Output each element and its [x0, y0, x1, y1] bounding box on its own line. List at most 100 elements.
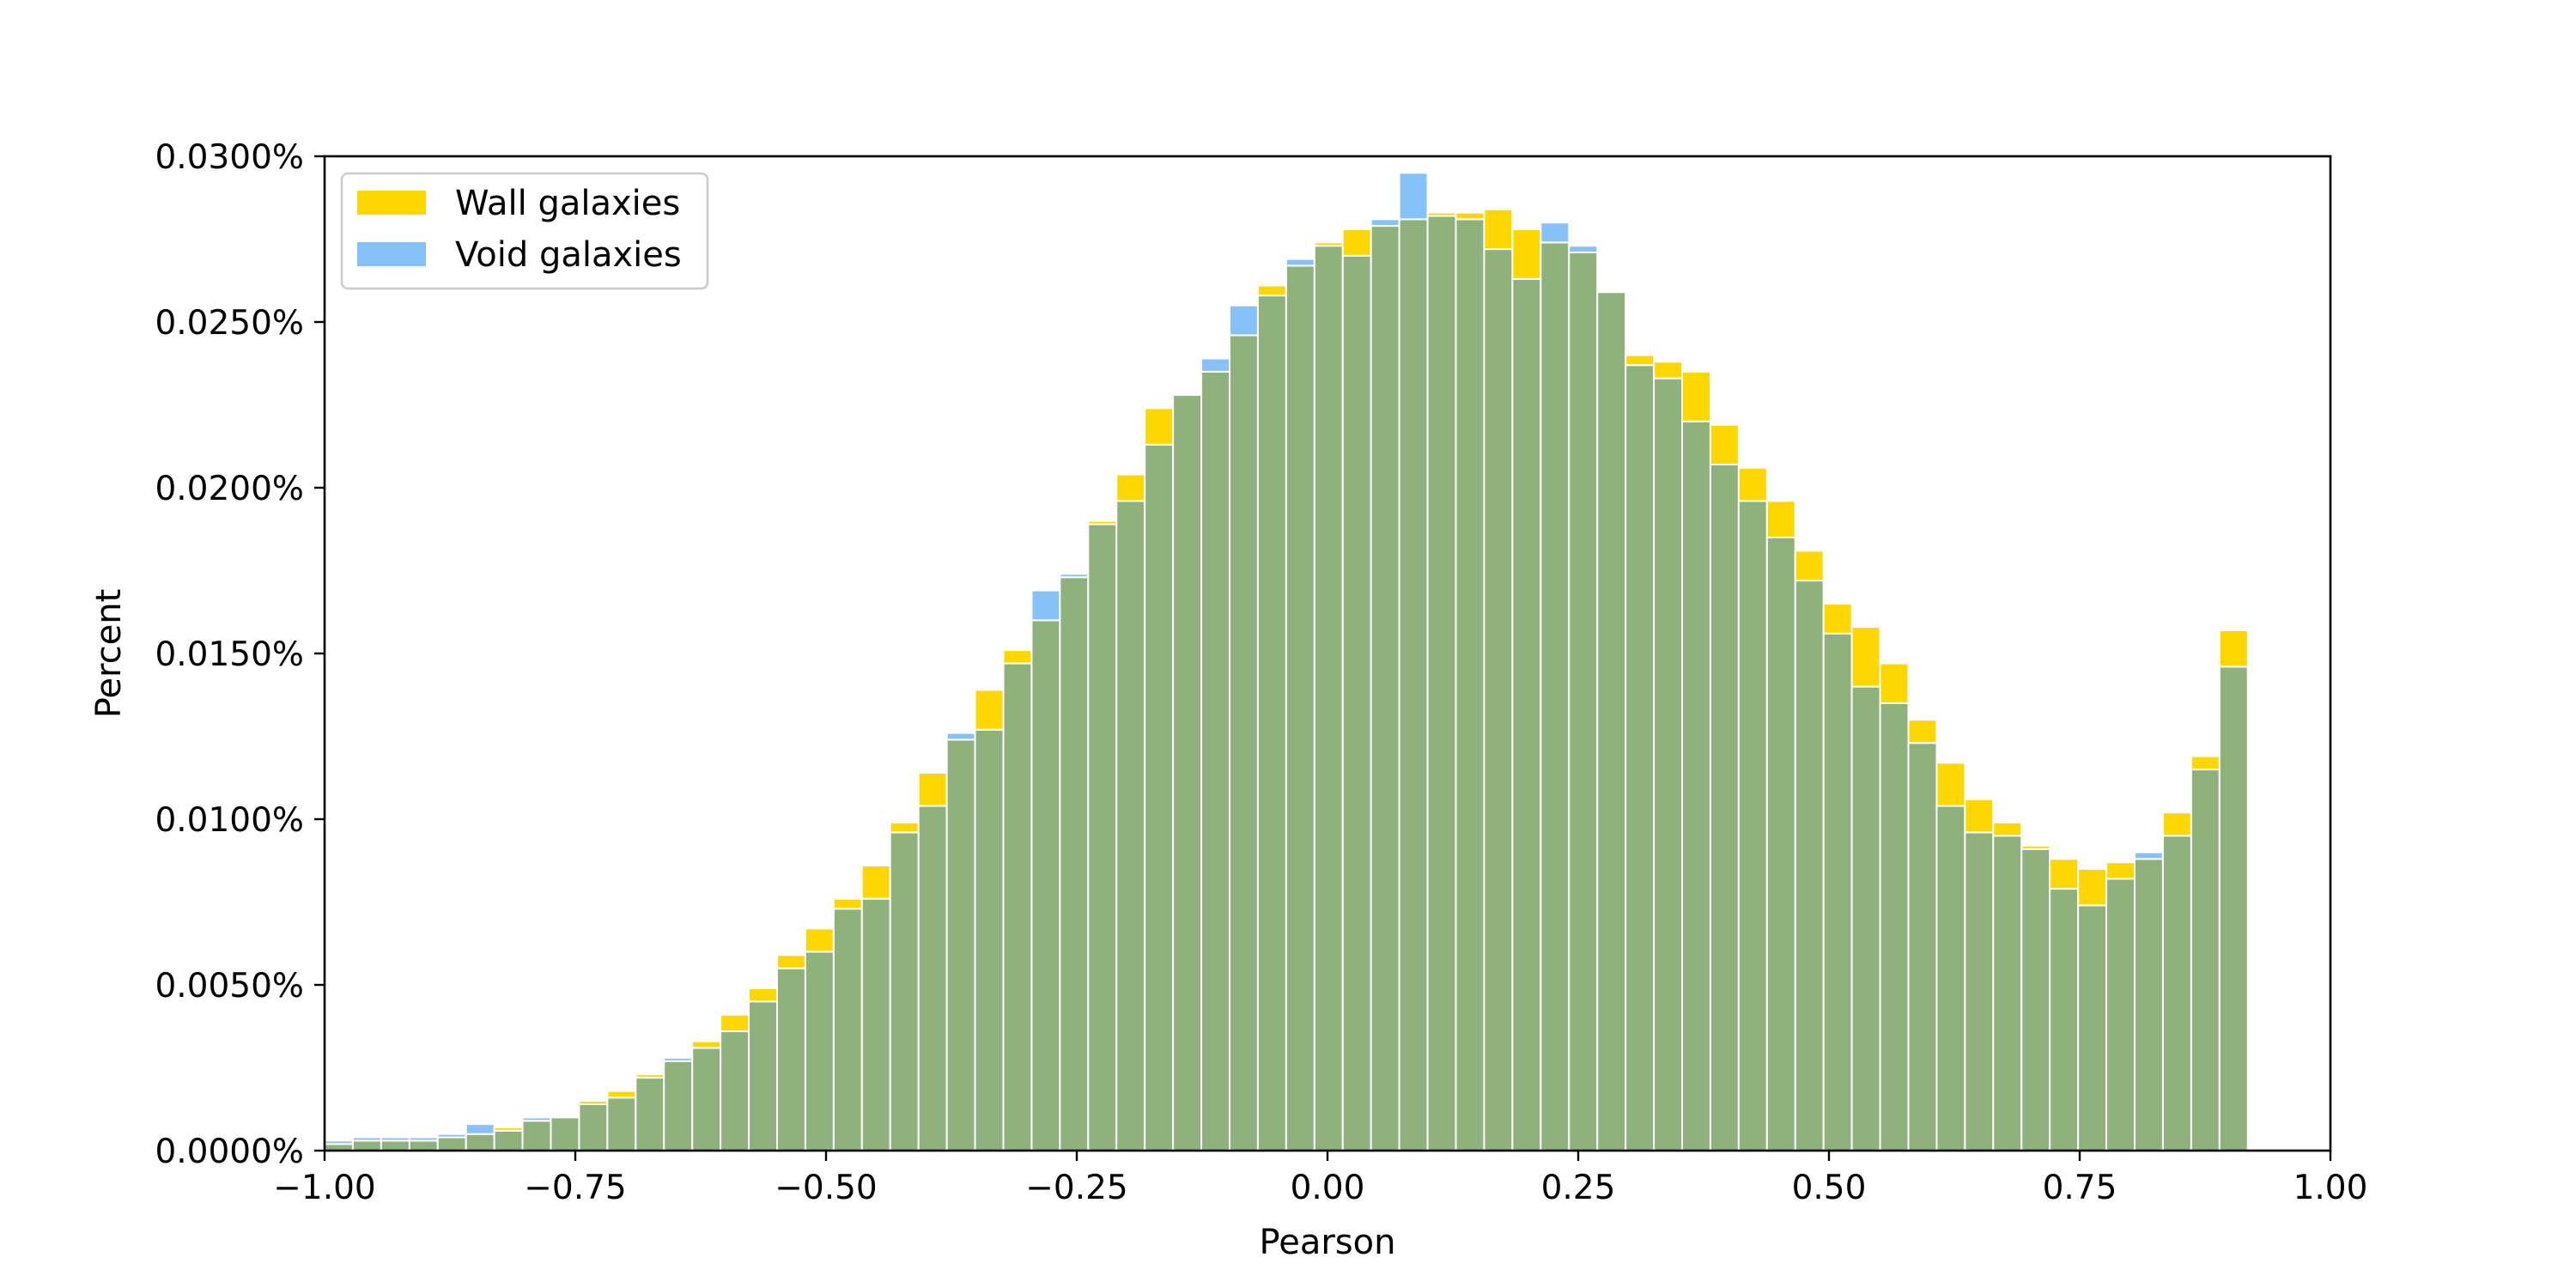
- bar-overlap: [521, 1120, 552, 1152]
- legend-label-wall: Wall galaxies: [455, 184, 680, 223]
- bar-overlap: [351, 1139, 382, 1152]
- bar-overlap: [1200, 370, 1231, 1151]
- bar-overlap: [889, 831, 920, 1151]
- x-tick-label: −0.75: [524, 1169, 627, 1207]
- bar-overlap: [1625, 364, 1656, 1151]
- bar-wall: [2161, 811, 2192, 837]
- bar-overlap: [945, 738, 976, 1151]
- bar-overlap: [748, 1000, 779, 1152]
- bar-overlap: [860, 897, 891, 1151]
- bar-wall: [1653, 361, 1684, 380]
- bar-void: [324, 1139, 354, 1145]
- bar-void: [1200, 357, 1231, 373]
- bar-void: [663, 1056, 694, 1062]
- bar-wall: [635, 1073, 665, 1079]
- bar-overlap: [2105, 878, 2136, 1151]
- legend-label-void: Void galaxies: [455, 235, 682, 275]
- bar-overlap: [1709, 463, 1740, 1151]
- bar-overlap: [1002, 662, 1033, 1151]
- bar-wall: [2049, 858, 2080, 890]
- legend-box: [340, 172, 709, 290]
- bar-overlap: [1059, 576, 1090, 1151]
- bar-overlap: [1115, 500, 1146, 1151]
- bar-void: [1285, 258, 1315, 267]
- bars-layer: [324, 172, 2249, 1152]
- y-tick-label: 0.0300%: [155, 138, 304, 177]
- bar-overlap: [550, 1116, 580, 1152]
- legend-swatch-wall: [357, 191, 426, 215]
- bar-wall: [493, 1126, 524, 1132]
- y-tick-label: 0.0250%: [155, 304, 304, 343]
- bar-overlap: [832, 908, 863, 1151]
- bar-wall: [606, 1090, 637, 1099]
- bar-wall: [1822, 603, 1853, 635]
- bar-wall: [776, 954, 806, 969]
- bar-wall: [804, 927, 835, 953]
- bar-wall: [1426, 211, 1457, 217]
- bar-wall: [1313, 241, 1344, 247]
- bar-overlap: [1879, 702, 1910, 1151]
- bar-wall: [1115, 473, 1146, 502]
- bar-overlap: [578, 1103, 609, 1151]
- bar-overlap: [776, 967, 806, 1151]
- bar-overlap: [1087, 523, 1118, 1151]
- bar-wall: [1992, 821, 2023, 837]
- x-tick-label: 0.00: [1291, 1169, 1365, 1207]
- bar-overlap: [408, 1139, 439, 1152]
- x-tick-label: −1.00: [273, 1169, 376, 1207]
- bar-wall: [1681, 370, 1711, 422]
- bar-overlap: [1568, 251, 1599, 1152]
- bar-overlap: [1653, 377, 1684, 1151]
- bar-void: [1059, 573, 1090, 579]
- bar-void: [1370, 218, 1400, 228]
- bar-overlap: [1483, 248, 1514, 1152]
- y-tick-label: 0.0050%: [155, 967, 304, 1005]
- bar-overlap: [1765, 536, 1796, 1151]
- bar-void: [408, 1136, 439, 1142]
- bar-wall: [1935, 762, 1966, 807]
- y-tick-label: 0.0000%: [155, 1133, 304, 1171]
- bar-wall: [2020, 844, 2051, 850]
- bar-overlap: [436, 1136, 467, 1152]
- y-tick-label: 0.0200%: [155, 470, 304, 508]
- y-tick-label: 0.0100%: [155, 801, 304, 840]
- bar-overlap: [1455, 218, 1485, 1152]
- legend: Wall galaxies Void galaxies: [340, 172, 709, 290]
- bar-overlap: [1794, 580, 1825, 1151]
- bar-wall: [1256, 284, 1287, 297]
- bar-overlap: [2020, 848, 2051, 1151]
- bar-overlap: [1681, 420, 1711, 1151]
- bar-wall: [1737, 466, 1768, 502]
- bar-wall: [1511, 228, 1542, 280]
- bar-overlap: [1964, 831, 1995, 1151]
- bar-wall: [1002, 649, 1033, 665]
- bar-wall: [832, 897, 863, 910]
- bar-wall: [1907, 719, 1938, 744]
- bar-wall: [1483, 208, 1514, 251]
- bar-void: [1568, 245, 1599, 253]
- bar-overlap: [1285, 264, 1315, 1151]
- bar-wall: [1794, 550, 1825, 582]
- bar-overlap: [691, 1047, 722, 1151]
- bar-overlap: [2218, 665, 2249, 1151]
- bar-void: [2134, 851, 2164, 860]
- bar-overlap: [2049, 888, 2080, 1152]
- bar-void: [465, 1123, 495, 1135]
- bar-overlap: [1540, 241, 1571, 1151]
- bar-void: [945, 732, 976, 741]
- bar-overlap: [1992, 835, 2023, 1151]
- bar-wall: [1455, 211, 1485, 221]
- bar-void: [436, 1133, 467, 1139]
- bar-overlap: [1935, 805, 1966, 1151]
- x-axis-ticks: −1.00 −0.75 −0.50 −0.25 0.00 0.25 0.50 0.75 1.00: [273, 1151, 2367, 1207]
- bar-overlap: [2190, 769, 2221, 1151]
- bar-void: [521, 1116, 552, 1122]
- bar-overlap: [606, 1097, 637, 1151]
- bar-overlap: [493, 1129, 524, 1151]
- bar-overlap: [720, 1030, 750, 1152]
- bar-overlap: [1398, 218, 1429, 1152]
- bar-overlap: [804, 951, 835, 1152]
- bar-overlap: [380, 1139, 410, 1152]
- bar-void: [1540, 222, 1571, 244]
- bar-wall: [1879, 662, 1910, 704]
